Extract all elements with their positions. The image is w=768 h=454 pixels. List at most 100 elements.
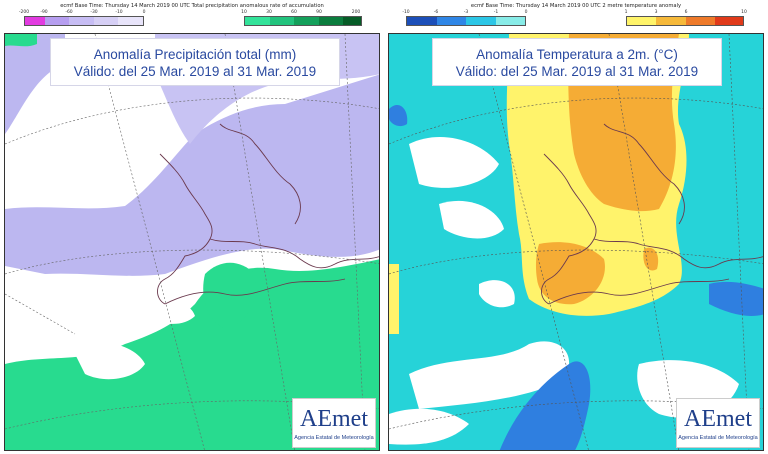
- precipitation-panel: ecmf Base Time: Thursday 14 March 2019 0…: [2, 0, 382, 454]
- wet-anomaly-area: [5, 34, 37, 47]
- legend-tick: 90: [316, 10, 322, 15]
- wet-anomaly-area: [203, 262, 256, 329]
- legend-swatch: [627, 17, 657, 25]
- legend-tick: 3: [654, 10, 658, 15]
- temperature-panel: ecmf Base Time: Thursday 14 March 2019 0…: [386, 0, 766, 454]
- precipitation-legend-positive: [244, 16, 362, 26]
- aemet-logo-subtitle: Agencia Estatal de Meteorología: [294, 435, 374, 441]
- legend-swatch: [245, 17, 270, 25]
- neutral-area: [409, 136, 499, 188]
- dry-anomaly-area: [5, 74, 379, 276]
- neutral-area: [439, 200, 504, 239]
- neutral-area: [479, 280, 515, 308]
- legend-tick: 0: [524, 10, 528, 15]
- temperature-map-canvas: [389, 34, 763, 450]
- aemet-logo-subtitle: Agencia Estatal de Meteorología: [678, 435, 758, 441]
- legend-tick: 10: [741, 10, 747, 15]
- coastline: [548, 278, 730, 305]
- legend-tick: 10: [241, 10, 247, 15]
- legend-swatch: [685, 17, 716, 25]
- coastline: [209, 238, 379, 269]
- legend-swatch: [343, 17, 361, 25]
- legend-tick: -30: [90, 10, 98, 15]
- precipitation-legend-ticks: -200 -90 -60 -30 -10 0 10 30 60 90 200: [18, 10, 364, 16]
- legend-swatch: [407, 17, 437, 25]
- graticule: [5, 249, 379, 275]
- legend-swatch: [436, 17, 466, 25]
- neutral-area: [409, 341, 570, 409]
- precipitation-title-box: Anomalía Precipitación total (mm) Válido…: [50, 38, 340, 86]
- graticule: [608, 34, 679, 450]
- coastline: [219, 123, 301, 225]
- very-cold-anomaly-area: [499, 361, 591, 450]
- graticule: [5, 97, 379, 145]
- aemet-logo-mark: AEmet: [684, 406, 752, 431]
- legend-tick: -90: [40, 10, 48, 15]
- temperature-map[interactable]: [388, 33, 764, 451]
- temperature-title-box: Anomalía Temperatura a 2m. (°C) Válido: …: [432, 38, 722, 86]
- aemet-logo-word: AEmet: [300, 406, 368, 431]
- precipitation-validity: Válido: del 25 Mar. 2019 al 31 Mar. 2019: [73, 64, 317, 79]
- graticule: [389, 97, 763, 145]
- coastline: [164, 278, 346, 305]
- legend-tick: 6: [684, 10, 688, 15]
- very-warm-anomaly-area: [643, 247, 659, 271]
- coastline: [603, 123, 685, 225]
- very-warm-anomaly-area: [535, 242, 605, 305]
- graticule: [94, 34, 205, 450]
- legend-tick: -10: [115, 10, 123, 15]
- legend-swatch: [495, 17, 525, 25]
- legend-swatch: [69, 17, 94, 25]
- neutral-area: [75, 343, 145, 380]
- legend-swatch: [25, 17, 45, 25]
- graticule: [344, 34, 366, 450]
- aemet-logo: AEmet Agencia Estatal de Meteorología: [292, 398, 376, 448]
- graticule: [478, 34, 589, 450]
- legend-tick: -200: [18, 10, 30, 15]
- legend-swatch: [466, 17, 496, 25]
- legend-tick: -60: [65, 10, 73, 15]
- legend-tick: 60: [291, 10, 297, 15]
- legend-tick: -3: [463, 10, 469, 15]
- precipitation-header: ecmf Base Time: Thursday 14 March 2019 0…: [60, 3, 324, 9]
- precipitation-legend: -200 -90 -60 -30 -10 0 10 30 60 90 200: [18, 10, 364, 28]
- precipitation-title: Anomalía Precipitación total (mm): [93, 47, 297, 62]
- temperature-legend-positive: [626, 16, 744, 26]
- legend-swatch: [715, 17, 743, 25]
- graticule: [728, 34, 750, 450]
- very-cold-anomaly-area: [389, 104, 408, 127]
- legend-tick: -1: [493, 10, 499, 15]
- legend-swatch: [44, 17, 70, 25]
- legend-swatch: [318, 17, 344, 25]
- legend-swatch: [294, 17, 319, 25]
- graticule: [5, 293, 76, 335]
- legend-swatch: [269, 17, 295, 25]
- legend-tick: 30: [266, 10, 272, 15]
- graticule: [224, 34, 295, 450]
- warm-anomaly-area: [389, 264, 399, 334]
- precipitation-map[interactable]: [4, 33, 380, 451]
- legend-tick: 0: [142, 10, 146, 15]
- aemet-logo-mark: AEmet: [300, 406, 368, 431]
- precipitation-legend-negative: [24, 16, 144, 26]
- neutral-area: [155, 301, 195, 324]
- legend-swatch: [118, 17, 143, 25]
- temperature-legend: -10 -6 -3 -1 0 1 3 6 10: [402, 10, 748, 28]
- wet-anomaly-area: [5, 259, 379, 450]
- temperature-legend-negative: [406, 16, 526, 26]
- temperature-legend-ticks: -10 -6 -3 -1 0 1 3 6 10: [402, 10, 748, 16]
- precipitation-map-canvas: [5, 34, 379, 450]
- legend-tick: -6: [433, 10, 439, 15]
- very-cold-anomaly-area: [709, 281, 763, 316]
- legend-tick: 200: [351, 10, 361, 15]
- temperature-header: ecmf Base Time: Thursday 14 March 2019 0…: [470, 3, 682, 9]
- aemet-logo-word: AEmet: [684, 406, 752, 431]
- legend-swatch: [93, 17, 119, 25]
- graticule: [389, 249, 763, 275]
- aemet-logo: AEmet Agencia Estatal de Meteorología: [676, 398, 760, 448]
- temperature-validity: Válido: del 25 Mar. 2019 al 31 Mar. 2019: [455, 64, 699, 79]
- legend-swatch: [656, 17, 686, 25]
- legend-tick: -10: [402, 10, 410, 15]
- legend-tick: 1: [624, 10, 628, 15]
- coastline: [593, 238, 763, 269]
